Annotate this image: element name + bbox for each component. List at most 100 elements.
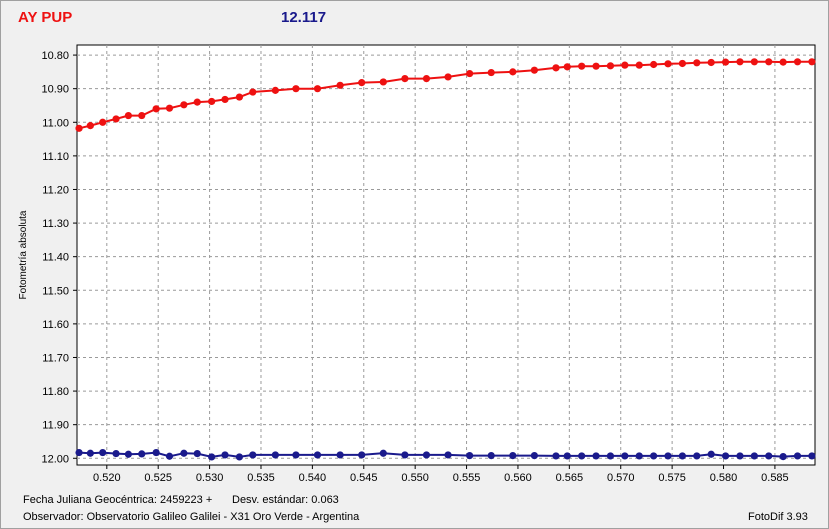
x-tick-label: 0.580 [710, 472, 738, 484]
data-point [509, 451, 517, 460]
data-point [336, 81, 344, 89]
y-tick-label: 11.40 [42, 252, 69, 264]
x-tick-label: 0.535 [247, 472, 275, 484]
data-point [530, 66, 538, 74]
data-point [124, 450, 132, 458]
data-point [621, 61, 629, 69]
data-point [721, 452, 730, 460]
data-point [592, 62, 600, 70]
data-point [793, 58, 802, 66]
data-point [808, 58, 816, 66]
data-point [552, 452, 560, 460]
data-point [358, 79, 366, 87]
y-tick-label: 12.00 [41, 453, 69, 465]
series-line-1 [79, 451, 812, 458]
data-point [606, 62, 615, 70]
data-point [707, 450, 715, 458]
data-point [401, 451, 409, 459]
data-point [165, 452, 174, 460]
data-point [444, 451, 452, 459]
data-point [165, 104, 174, 112]
data-point [152, 105, 160, 113]
data-point [721, 58, 730, 66]
data-point [336, 451, 344, 459]
data-point [552, 64, 560, 72]
y-axis-label: Fotometría absoluta [18, 210, 29, 299]
julian-date-label: Fecha Juliana Geocéntrica: 2459223 + [23, 494, 213, 506]
y-tick-label: 11.70 [42, 352, 69, 364]
data-point [678, 59, 687, 68]
data-point [650, 60, 658, 69]
data-point [208, 97, 216, 106]
data-point [208, 453, 216, 461]
x-tick-label: 0.530 [196, 472, 224, 484]
data-point [765, 58, 773, 66]
data-point [401, 75, 409, 83]
data-point [664, 452, 672, 460]
data-point [235, 93, 244, 101]
data-point [466, 69, 474, 78]
data-point [650, 452, 658, 460]
data-point [592, 452, 600, 460]
data-point [313, 85, 322, 93]
data-point [235, 453, 244, 461]
data-point [664, 60, 672, 68]
data-point [487, 68, 495, 77]
data-point [509, 68, 517, 76]
data-point [693, 452, 701, 460]
data-point [221, 95, 229, 104]
data-series [75, 58, 816, 461]
plot-area [76, 44, 816, 466]
x-tick-label: 0.555 [453, 472, 481, 484]
data-point [86, 122, 94, 130]
data-point [138, 450, 146, 458]
x-axis-ticks: 0.520 0.525 0.530 0.535 0.540 0.545 0.550 0.555… [93, 465, 789, 484]
data-point [313, 451, 322, 459]
data-point [621, 452, 629, 460]
data-point [138, 111, 146, 120]
y-tick-label: 11.80 [42, 386, 69, 398]
data-point [99, 118, 107, 126]
data-point [75, 448, 83, 457]
data-point [292, 451, 300, 459]
data-point [563, 452, 571, 460]
data-point [422, 451, 431, 459]
y-tick-label: 10.90 [41, 84, 69, 96]
data-point [808, 452, 816, 460]
data-point [678, 452, 687, 460]
data-point [379, 78, 387, 86]
data-point [750, 452, 758, 460]
x-tick-label: 0.545 [350, 472, 378, 484]
data-point [249, 451, 257, 459]
data-point [779, 58, 787, 66]
series-line-0 [78, 60, 812, 130]
data-point [635, 61, 643, 69]
grid [77, 45, 815, 465]
data-point [736, 58, 744, 66]
observer-label: Observador: Observatorio Galileo Galilei… [23, 511, 360, 523]
y-tick-label: 11.30 [42, 218, 69, 230]
data-point [487, 451, 495, 460]
chart: 10.80 10.90 11.00 11.10 11.20 11.30 11.40 11.50… [18, 44, 816, 484]
data-point [124, 111, 132, 120]
data-point [707, 58, 715, 67]
x-tick-label: 0.520 [93, 472, 121, 484]
data-point [379, 449, 387, 457]
y-tick-label: 11.20 [42, 184, 69, 196]
x-tick-label: 0.575 [658, 472, 686, 484]
x-tick-label: 0.550 [401, 472, 429, 484]
data-point [221, 451, 229, 459]
data-point [152, 448, 160, 457]
data-point [193, 449, 201, 458]
data-point [271, 86, 279, 94]
data-point [112, 115, 120, 123]
data-point [765, 452, 773, 460]
data-point [793, 452, 802, 460]
data-point [75, 124, 83, 132]
data-point [736, 452, 744, 460]
data-point [530, 451, 538, 460]
data-point [86, 449, 94, 457]
y-tick-label: 11.10 [42, 151, 69, 163]
data-point [180, 101, 188, 109]
data-point [422, 75, 431, 83]
